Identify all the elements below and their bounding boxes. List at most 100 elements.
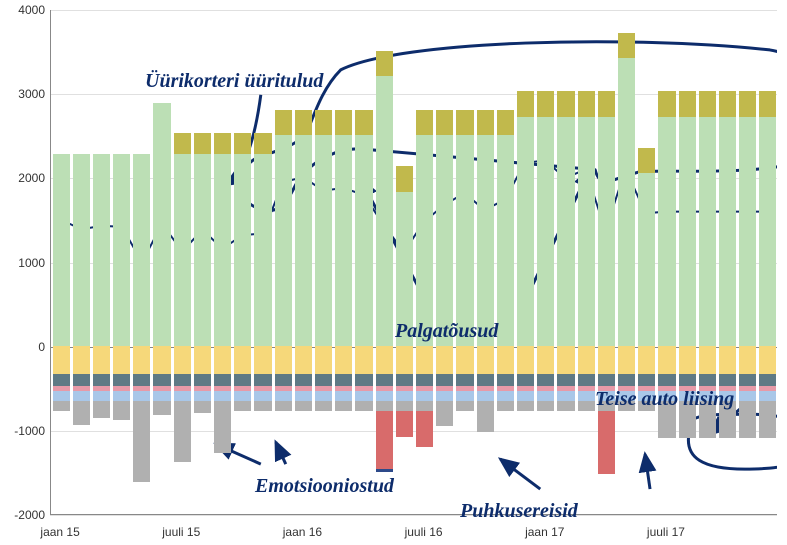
bar-segment-exp_slate — [275, 374, 292, 386]
bar-segment-exp_yellow — [719, 346, 736, 375]
bar-segment-exp_slate — [416, 374, 433, 386]
bar-segment-exp_yellow — [73, 346, 90, 375]
bar-segment-exp_grey — [93, 401, 110, 418]
bar-segment-income_green — [174, 154, 191, 346]
bar-segment-exp_yellow — [537, 346, 554, 375]
bar-segment-exp_grey — [557, 401, 574, 411]
bar-segment-exp_yellow — [315, 346, 332, 375]
bar-segment-income_green — [618, 58, 635, 346]
bar-segment-exp_blue — [477, 391, 494, 401]
bar-column — [275, 9, 292, 514]
bar-segment-exp_grey — [517, 401, 534, 411]
bar-segment-exp_red — [376, 411, 393, 468]
bar-segment-exp_yellow — [679, 346, 696, 375]
bar-segment-exp_grey — [739, 401, 756, 438]
bar-segment-exp_slate — [254, 374, 271, 386]
bar-segment-exp_blue — [759, 391, 776, 401]
bar-column — [234, 9, 251, 514]
bar-segment-exp_grey — [315, 401, 332, 411]
bar-segment-exp_slate — [699, 374, 716, 386]
y-tick-label: 4000 — [0, 3, 45, 17]
bar-segment-exp_yellow — [456, 346, 473, 375]
bar-segment-exp_slate — [73, 374, 90, 386]
bar-segment-exp_slate — [477, 374, 494, 386]
bar-column — [93, 9, 110, 514]
bar-segment-exp_slate — [638, 374, 655, 386]
bar-column — [578, 9, 595, 514]
bar-segment-income_olive — [638, 148, 655, 173]
bar-segment-income_green — [517, 117, 534, 346]
bar-segment-income_green — [719, 117, 736, 346]
bar-segment-exp_yellow — [578, 346, 595, 375]
bar-segment-income_olive — [557, 91, 574, 116]
bar-segment-exp_grey — [456, 401, 473, 411]
bar-segment-income_green — [679, 117, 696, 346]
bar-segment-exp_blue — [557, 391, 574, 401]
bar-segment-exp_yellow — [557, 346, 574, 375]
bar-column — [477, 9, 494, 514]
bar-segment-exp_blue — [335, 391, 352, 401]
bar-segment-exp_yellow — [699, 346, 716, 375]
bar-segment-income_olive — [699, 91, 716, 116]
bar-column — [517, 9, 534, 514]
bar-segment-exp_grey — [638, 401, 655, 411]
bar-segment-exp_grey — [73, 401, 90, 425]
bar-segment-income_green — [497, 135, 514, 345]
bar-column — [436, 9, 453, 514]
bar-segment-exp_grey — [133, 401, 150, 482]
bar-segment-exp_grey — [578, 401, 595, 411]
bar-segment-exp_blue — [578, 391, 595, 401]
bar-segment-exp_blue — [315, 391, 332, 401]
bar-column — [739, 9, 756, 514]
bar-segment-exp_blue — [275, 391, 292, 401]
bar-segment-exp_yellow — [53, 346, 70, 375]
bar-segment-exp_slate — [93, 374, 110, 386]
bar-segment-income_olive — [194, 133, 211, 154]
bar-segment-exp_blue — [254, 391, 271, 401]
x-tick-label: juuli 17 — [647, 525, 685, 545]
x-tick-label: jaan 15 — [40, 525, 79, 545]
bar-segment-exp_blue — [295, 391, 312, 401]
bar-segment-exp_blue — [174, 391, 191, 401]
bar-segment-income_green — [315, 135, 332, 345]
bar-segment-exp_yellow — [497, 346, 514, 375]
bar-segment-exp_slate — [517, 374, 534, 386]
bar-column — [537, 9, 554, 514]
bar-column — [194, 9, 211, 514]
x-tick-label: jaan 17 — [525, 525, 564, 545]
bar-segment-exp_blue — [93, 391, 110, 401]
bar-segment-income_green — [598, 117, 615, 346]
bar-segment-income_olive — [254, 133, 271, 154]
bar-segment-exp_blue — [719, 391, 736, 401]
bar-segment-exp_red — [396, 411, 413, 436]
bar-segment-exp_yellow — [355, 346, 372, 375]
bar-segment-exp_grey — [53, 401, 70, 411]
bar-column — [335, 9, 352, 514]
bar-segment-exp_blue — [416, 391, 433, 401]
bar-segment-exp_grey — [658, 401, 675, 438]
bar-segment-exp_grey — [275, 401, 292, 411]
bar-segment-income_olive — [376, 51, 393, 76]
bar-segment-income_olive — [234, 133, 251, 154]
bar-segment-exp_grey — [477, 401, 494, 431]
bar-segment-income_green — [254, 154, 271, 346]
x-tick-label: juuli 15 — [162, 525, 200, 545]
bar-segment-income_green — [133, 154, 150, 346]
bar-segment-exp_slate — [396, 374, 413, 386]
bar-segment-exp_yellow — [477, 346, 494, 375]
bar-segment-exp_yellow — [396, 346, 413, 375]
bar-segment-income_green — [194, 154, 211, 346]
bar-segment-exp_blue — [598, 391, 615, 401]
bar-segment-income_green — [658, 117, 675, 346]
bar-segment-exp_blue — [53, 391, 70, 401]
y-tick-label: 0 — [0, 340, 45, 354]
bar-segment-exp_grey — [376, 401, 393, 411]
bar-segment-income_green — [295, 135, 312, 345]
bar-segment-exp_grey — [699, 401, 716, 438]
bar-column — [416, 9, 433, 514]
bar-segment-exp_grey — [436, 401, 453, 426]
bar-segment-exp_yellow — [517, 346, 534, 375]
bar-segment-income_green — [739, 117, 756, 346]
plot-area — [50, 10, 777, 515]
bar-column — [295, 9, 312, 514]
